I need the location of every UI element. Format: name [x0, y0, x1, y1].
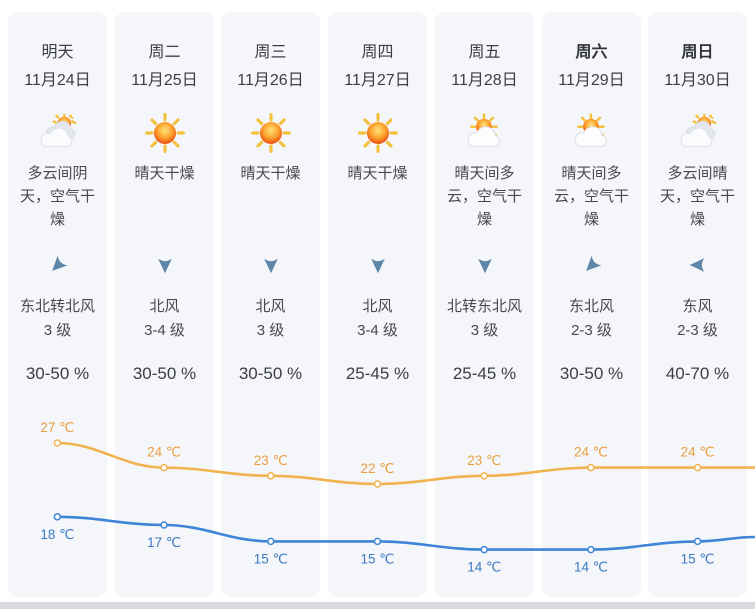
- weather-description: 晴天干燥: [347, 165, 408, 182]
- day-column-sunday[interactable]: 周日 11月30日 多云间晴天，空气干燥 东风 2-3 级 40-70 %: [648, 12, 747, 597]
- wind-direction-label: 东风: [682, 298, 713, 315]
- wind-level-label: 3-4 级: [357, 322, 398, 339]
- humidity-label: 25-45 %: [345, 364, 410, 383]
- wind-level-label: 3 级: [256, 322, 285, 339]
- wind-direction-icon: [542, 252, 641, 278]
- humidity-label: 30-50 %: [559, 364, 624, 383]
- weekday-label: 周二: [148, 44, 181, 61]
- wind-level-label: 2-3 级: [571, 322, 612, 339]
- date-label: 11月26日: [237, 72, 304, 89]
- wind-direction-icon: [8, 252, 107, 278]
- weather-icon: [542, 110, 641, 156]
- day-column-thursday[interactable]: 周四 11月27日 晴天干燥 北风 3-4 级 25-45 %: [328, 12, 427, 597]
- humidity-label: 30-50 %: [132, 364, 197, 383]
- wind-direction-label: 北转东北风: [446, 298, 522, 315]
- bottom-divider: [0, 602, 755, 609]
- wind-direction-label: 北风: [255, 298, 286, 315]
- date-label: 11月25日: [131, 72, 198, 89]
- wind-level-label: 3-4 级: [144, 322, 185, 339]
- wind-direction-label: 东北风: [568, 298, 614, 315]
- weather-icon: [115, 110, 214, 156]
- date-label: 11月28日: [451, 72, 518, 89]
- weather-description: 多云间晴天，空气干燥: [659, 165, 735, 228]
- wind-direction-label: 北风: [362, 298, 393, 315]
- weather-icon: [435, 110, 534, 156]
- weather-icon: [328, 110, 427, 156]
- humidity-label: 30-50 %: [238, 364, 303, 383]
- weekday-label: 明天: [41, 44, 74, 61]
- wind-direction-label: 东北转北风: [19, 298, 95, 315]
- wind-direction-icon: [435, 252, 534, 278]
- weather-icon: [8, 110, 107, 156]
- humidity-label: 30-50 %: [25, 364, 90, 383]
- humidity-label: 40-70 %: [665, 364, 730, 383]
- date-label: 11月27日: [344, 72, 411, 89]
- wind-direction-icon: [648, 252, 747, 278]
- weather-description: 多云间阴天，空气干燥: [19, 165, 95, 228]
- weekday-label: 周日: [681, 44, 714, 61]
- weather-description: 晴天干燥: [240, 165, 301, 182]
- weekday-label: 周六: [575, 44, 608, 61]
- weather-description: 晴天间多云，空气干燥: [553, 165, 629, 228]
- day-column-wednesday[interactable]: 周三 11月26日 晴天干燥 北风 3 级 30-50 %: [221, 12, 320, 597]
- wind-direction-label: 北风: [149, 298, 180, 315]
- wind-level-label: 3 级: [43, 322, 72, 339]
- date-label: 11月24日: [24, 72, 91, 89]
- day-column-saturday[interactable]: 周六 11月29日 晴天间多云，空气干燥 东北风 2-3 级 30-50 %: [542, 12, 641, 597]
- weather-icon: [221, 110, 320, 156]
- wind-direction-icon: [328, 252, 427, 278]
- date-label: 11月29日: [558, 72, 625, 89]
- day-column-tuesday[interactable]: 周二 11月25日 晴天干燥 北风 3-4 级 30-50 %: [115, 12, 214, 597]
- wind-level-label: 3 级: [470, 322, 499, 339]
- wind-direction-icon: [221, 252, 320, 278]
- weekday-label: 周四: [361, 44, 394, 61]
- weather-description: 晴天干燥: [134, 165, 195, 182]
- date-label: 11月30日: [664, 72, 731, 89]
- day-column-friday[interactable]: 周五 11月28日 晴天间多云，空气干燥 北转东北风 3 级 25-45 %: [435, 12, 534, 597]
- weekday-label: 周五: [468, 44, 501, 61]
- weather-description: 晴天间多云，空气干燥: [446, 165, 522, 228]
- wind-direction-icon: [115, 252, 214, 278]
- weekday-label: 周三: [254, 44, 287, 61]
- day-column-tomorrow[interactable]: 明天 11月24日 多云间阴天，空气干燥 东北转北风 3 级 30-50 %: [8, 12, 107, 597]
- weather-icon: [648, 110, 747, 156]
- wind-level-label: 2-3 级: [677, 322, 718, 339]
- humidity-label: 25-45 %: [452, 364, 517, 383]
